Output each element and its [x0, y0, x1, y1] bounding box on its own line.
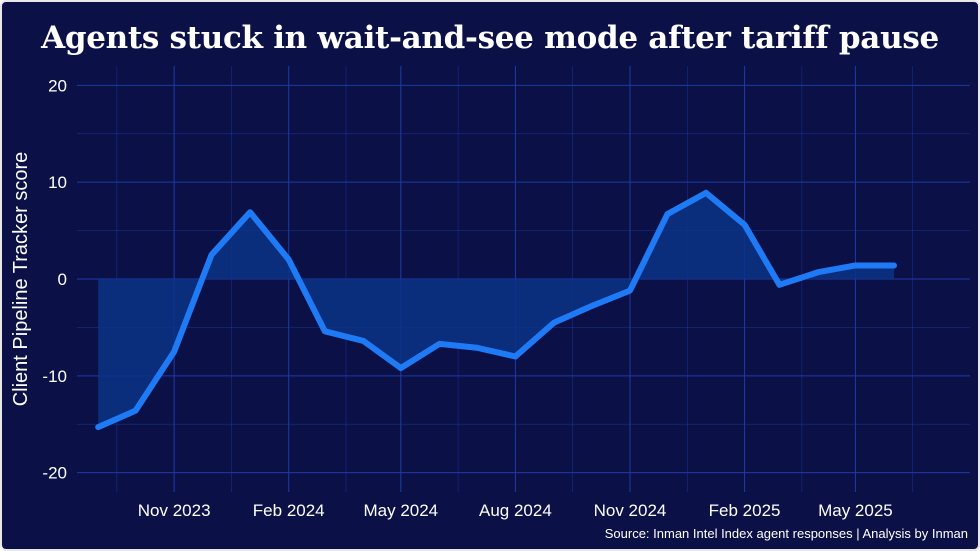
data-point [95, 424, 101, 430]
data-point [815, 269, 821, 275]
data-point [664, 211, 670, 217]
data-point [742, 222, 748, 228]
y-tick-label: -20 [42, 464, 67, 483]
series-line [95, 189, 898, 431]
data-point [852, 262, 858, 268]
y-axis-label: Client Pipeline Tracker score [10, 152, 32, 407]
area-fill [98, 192, 895, 428]
y-tick-label: 10 [48, 173, 67, 192]
chart-title: Agents stuck in wait-and-see mode after … [41, 20, 939, 56]
data-point [133, 408, 139, 414]
data-point [322, 328, 328, 334]
data-point [627, 288, 633, 294]
data-point [551, 320, 557, 326]
y-tick-label: 0 [58, 270, 67, 289]
data-point [286, 257, 292, 263]
data-point [474, 345, 480, 351]
data-point [512, 353, 518, 359]
y-tick-label: -10 [42, 367, 67, 386]
x-tick-label: May 2025 [818, 501, 893, 520]
data-point [891, 262, 897, 268]
x-tick-label: Aug 2024 [479, 501, 552, 520]
data-point [209, 252, 215, 258]
source-note: Source: Inman Intel Index agent response… [604, 526, 968, 541]
data-point [247, 209, 253, 215]
x-tick-label: Feb 2024 [253, 501, 325, 520]
x-tick-label: Nov 2024 [594, 501, 667, 520]
data-point [171, 349, 177, 355]
data-point [360, 338, 366, 344]
data-point [436, 341, 442, 347]
x-tick-label: May 2024 [363, 501, 438, 520]
data-point [776, 282, 782, 288]
y-tick-label: 20 [48, 76, 67, 95]
data-point [398, 365, 404, 371]
data-point [703, 190, 709, 196]
x-tick-label: Nov 2023 [138, 501, 211, 520]
x-tick-label: Feb 2025 [709, 501, 781, 520]
data-point [588, 303, 594, 309]
